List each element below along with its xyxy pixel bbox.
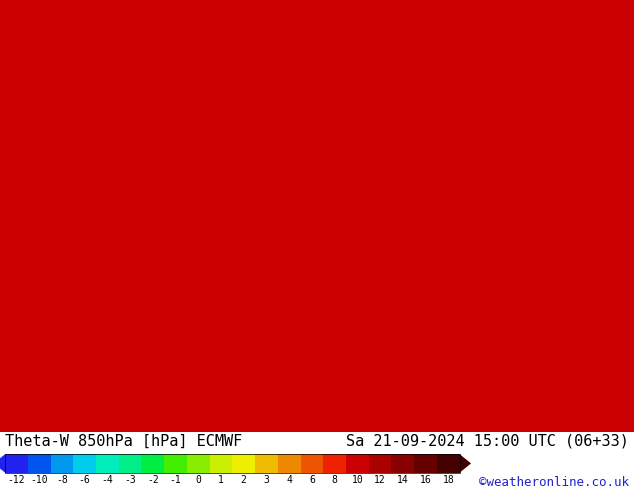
- Bar: [323, 454, 346, 473]
- Bar: [28, 454, 51, 473]
- Bar: [164, 454, 187, 473]
- Bar: [301, 454, 323, 473]
- Polygon shape: [0, 454, 5, 473]
- Text: -3: -3: [124, 475, 136, 485]
- Bar: [255, 454, 278, 473]
- Text: 4: 4: [286, 475, 292, 485]
- Bar: [414, 454, 437, 473]
- Text: 10: 10: [351, 475, 363, 485]
- Text: 3: 3: [264, 475, 269, 485]
- Text: -10: -10: [30, 475, 48, 485]
- Text: -2: -2: [147, 475, 158, 485]
- Text: ©weatheronline.co.uk: ©weatheronline.co.uk: [479, 476, 629, 490]
- Bar: [210, 454, 232, 473]
- Text: -1: -1: [170, 475, 181, 485]
- Text: 1: 1: [218, 475, 224, 485]
- Text: -6: -6: [79, 475, 91, 485]
- Bar: [437, 454, 460, 473]
- Text: 2: 2: [241, 475, 247, 485]
- Text: -4: -4: [101, 475, 113, 485]
- Bar: [51, 454, 74, 473]
- Text: 12: 12: [374, 475, 386, 485]
- Polygon shape: [460, 454, 471, 473]
- Bar: [187, 454, 210, 473]
- Bar: [5, 454, 28, 473]
- Text: 16: 16: [420, 475, 431, 485]
- Bar: [278, 454, 301, 473]
- Text: Sa 21-09-2024 15:00 UTC (06+33): Sa 21-09-2024 15:00 UTC (06+33): [346, 434, 629, 449]
- Bar: [141, 454, 164, 473]
- Bar: [346, 454, 369, 473]
- Text: 8: 8: [332, 475, 337, 485]
- Text: -8: -8: [56, 475, 68, 485]
- Text: 18: 18: [443, 475, 454, 485]
- Bar: [96, 454, 119, 473]
- Bar: [5, 454, 460, 473]
- Text: 0: 0: [195, 475, 201, 485]
- Bar: [119, 454, 141, 473]
- Text: 6: 6: [309, 475, 315, 485]
- Bar: [391, 454, 414, 473]
- Bar: [232, 454, 255, 473]
- Text: 14: 14: [397, 475, 409, 485]
- Bar: [74, 454, 96, 473]
- Bar: [369, 454, 391, 473]
- Text: -12: -12: [8, 475, 25, 485]
- Text: Theta-W 850hPa [hPa] ECMWF: Theta-W 850hPa [hPa] ECMWF: [5, 434, 242, 449]
